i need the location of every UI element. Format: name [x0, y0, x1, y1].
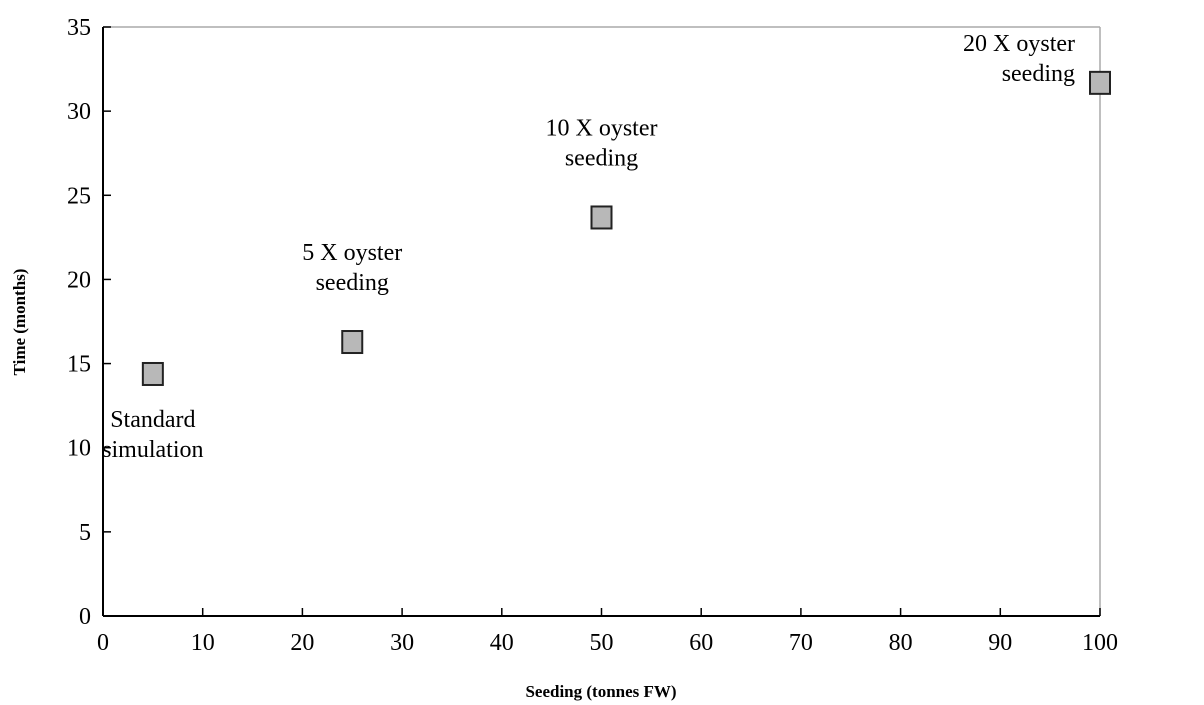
- y-tick-label: 35: [67, 15, 91, 41]
- x-tick-label: 60: [689, 630, 713, 656]
- point-annotation-line: 20 X oyster: [963, 31, 1075, 57]
- x-axis-title: Seeding (tonnes FW): [525, 682, 676, 701]
- x-tick-label: 80: [889, 630, 913, 656]
- y-tick-label: 15: [67, 352, 91, 378]
- y-tick-label: 25: [67, 183, 91, 209]
- y-tick-label: 0: [79, 604, 91, 630]
- x-tick-label: 30: [390, 630, 414, 656]
- point-annotation-line: seeding: [316, 270, 389, 296]
- data-point-marker: [341, 330, 364, 355]
- x-tick-label: 100: [1082, 630, 1118, 656]
- data-point-marker: [141, 361, 164, 386]
- y-tick-label: 10: [67, 436, 91, 462]
- point-annotation-line: seeding: [1002, 61, 1075, 87]
- x-tick-label: 0: [97, 630, 109, 656]
- x-tick-label: 70: [789, 630, 813, 656]
- y-tick-label: 20: [67, 267, 91, 293]
- y-tick-label: 5: [79, 520, 91, 546]
- point-annotation-line: seeding: [565, 145, 638, 171]
- x-axis-ticks: 0 10 20 30 40 50 60 70 80 90 100: [97, 608, 1118, 656]
- point-annotation-line: 10 X oyster: [546, 115, 658, 141]
- x-tick-label: 50: [590, 630, 614, 656]
- x-tick-label: 10: [191, 630, 215, 656]
- point-annotation-line: Standard: [110, 407, 195, 433]
- point-annotations: Standard simulation 5 X oyster seeding 10 X …: [102, 31, 1075, 463]
- y-axis-ticks: 0 5 10 15 20 25 30 35: [67, 15, 111, 630]
- y-tick-label: 30: [67, 99, 91, 125]
- data-points: [141, 70, 1111, 386]
- data-point-marker: [590, 205, 613, 230]
- x-tick-label: 20: [290, 630, 314, 656]
- point-annotation-line: 5 X oyster: [302, 240, 402, 266]
- y-axis-title: Time (months): [10, 269, 29, 376]
- data-point-marker: [1089, 70, 1111, 95]
- x-tick-label: 90: [988, 630, 1012, 656]
- x-tick-label: 40: [490, 630, 514, 656]
- point-annotation-line: simulation: [102, 437, 203, 463]
